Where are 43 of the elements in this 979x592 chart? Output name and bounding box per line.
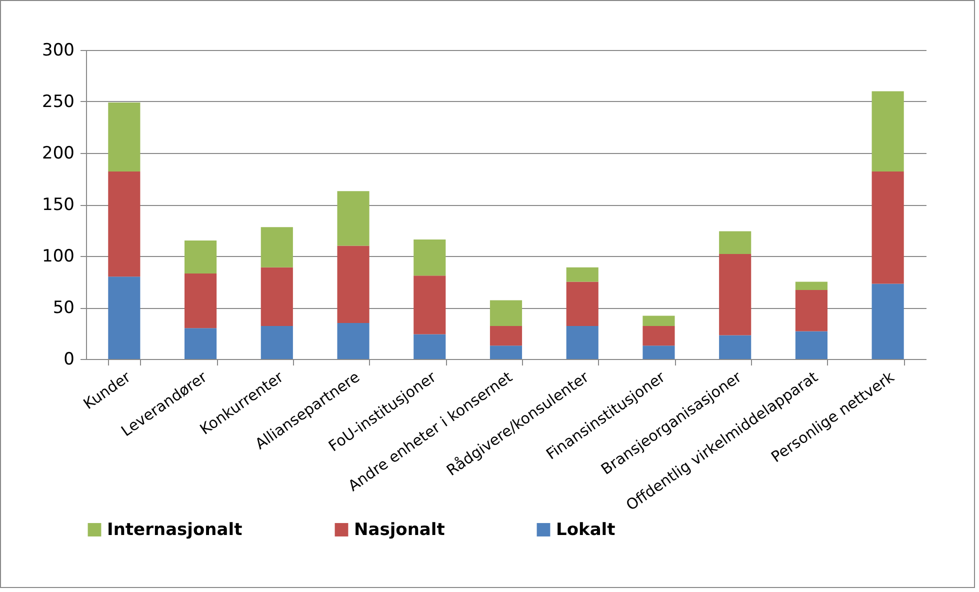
bar xyxy=(108,276,140,359)
y-tick-label: 100 xyxy=(42,246,74,266)
bar xyxy=(108,102,140,172)
bar xyxy=(642,326,675,346)
bar xyxy=(872,284,904,359)
bar xyxy=(184,274,217,328)
y-tick-label: 0 xyxy=(64,350,74,370)
bar xyxy=(795,290,828,332)
legend-label: Nasjonalt xyxy=(354,520,445,540)
bar xyxy=(566,267,598,282)
bar xyxy=(872,91,904,172)
bar xyxy=(337,246,370,323)
bar xyxy=(260,267,293,326)
bar xyxy=(642,316,675,326)
y-tick-label: 250 xyxy=(42,92,74,112)
y-tick-label: 300 xyxy=(42,40,74,60)
bar xyxy=(414,276,446,334)
bar xyxy=(719,335,752,359)
bar xyxy=(337,322,370,359)
bar xyxy=(260,227,293,268)
bar xyxy=(337,191,370,246)
y-tick-label: 150 xyxy=(42,195,74,215)
bar xyxy=(108,172,140,277)
legend-label: Internasjonalt xyxy=(107,520,242,540)
legend-label: Lokalt xyxy=(556,520,616,540)
bar xyxy=(260,326,293,359)
y-tick-label: 200 xyxy=(42,144,74,164)
bar xyxy=(566,326,598,359)
bar xyxy=(566,282,598,326)
bar xyxy=(872,172,904,284)
bar xyxy=(719,254,752,336)
bar xyxy=(414,334,446,359)
bar xyxy=(719,231,752,254)
bar xyxy=(184,328,217,359)
bar xyxy=(490,346,522,359)
bar xyxy=(490,326,522,346)
y-tick-label: 50 xyxy=(52,298,74,318)
bar xyxy=(642,346,675,359)
bar xyxy=(795,331,828,359)
bar xyxy=(414,240,446,276)
bar xyxy=(795,282,828,290)
bar xyxy=(184,240,217,274)
bar xyxy=(490,300,522,326)
